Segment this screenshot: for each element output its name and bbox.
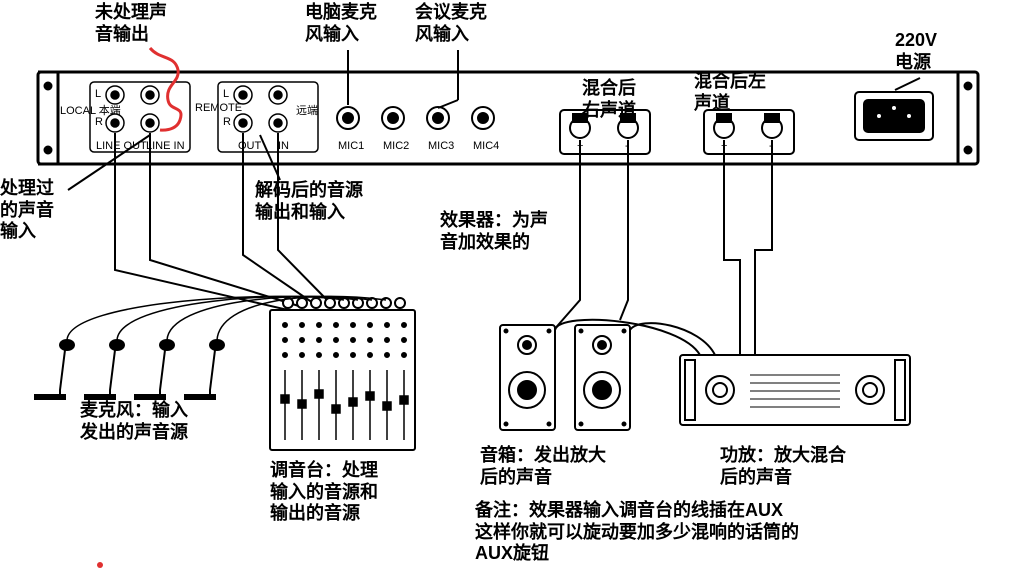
panel-text-minus1: - bbox=[625, 140, 629, 152]
label-mix-right: 混合后 右声道 bbox=[582, 78, 636, 121]
label-power: 220V 电源 bbox=[895, 30, 937, 73]
label-speaker: 音箱：发出放大 后的声音 bbox=[480, 445, 606, 488]
panel-text-plus2: + bbox=[721, 140, 727, 152]
panel-text-out: OUT bbox=[238, 140, 261, 152]
panel-text-plus1: + bbox=[577, 140, 583, 152]
panel-text-remote: REMOTE bbox=[195, 102, 242, 114]
label-mic-source: 麦克风：输入 发出的声音源 bbox=[80, 400, 188, 443]
label-note: 备注：效果器输入调音台的线插在AUX 这样你就可以旋动要加多少混响的话筒的 AU… bbox=[475, 500, 799, 565]
panel-text-L2: L bbox=[223, 88, 229, 100]
label-processed-in: 处理过 的声音 输入 bbox=[0, 178, 54, 243]
panel-text-in: IN bbox=[278, 140, 289, 152]
diagram-svg bbox=[0, 0, 1021, 580]
panel-text-mic3: MIC3 bbox=[428, 140, 454, 152]
label-effector: 效果器：为声 音加效果的 bbox=[440, 210, 548, 253]
panel-text-mic2: MIC2 bbox=[383, 140, 409, 152]
panel-text-yuan: 远端 bbox=[296, 102, 318, 118]
panel-text-lineout: LINE OUT bbox=[96, 140, 147, 152]
label-mixer: 调音台：处理 输入的音源和 输出的音源 bbox=[270, 460, 378, 525]
label-unprocessed-out: 未处理声 音输出 bbox=[95, 2, 167, 45]
panel-text-L1: L bbox=[95, 88, 101, 100]
panel-text-mic1: MIC1 bbox=[338, 140, 364, 152]
panel-text-linein: LINE IN bbox=[146, 140, 185, 152]
panel-text-local: LOCAL 本端 bbox=[60, 102, 121, 118]
label-decoded-io: 解码后的音源 输出和输入 bbox=[255, 180, 363, 223]
panel-text-mic4: MIC4 bbox=[473, 140, 499, 152]
panel-text-minus2: - bbox=[769, 140, 773, 152]
panel-text-R2: R bbox=[223, 116, 231, 128]
label-conf-mic-in: 会议麦克 风输入 bbox=[415, 2, 487, 45]
label-pc-mic-in: 电脑麦克 风输入 bbox=[305, 2, 377, 45]
label-amp: 功放：放大混合 后的声音 bbox=[720, 445, 846, 488]
label-mix-left: 混合后左 声道 bbox=[694, 71, 766, 114]
